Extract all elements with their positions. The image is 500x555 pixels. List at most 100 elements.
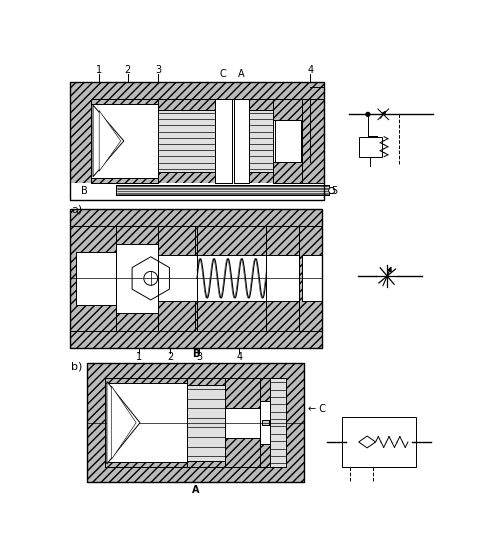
Bar <box>226 379 260 408</box>
Bar <box>358 137 382 157</box>
Bar <box>116 244 158 313</box>
Bar <box>273 162 302 183</box>
Polygon shape <box>358 436 376 448</box>
Text: 1: 1 <box>136 352 142 362</box>
Bar <box>262 420 268 425</box>
Text: 2: 2 <box>167 352 173 362</box>
Bar <box>298 226 322 331</box>
Bar <box>226 438 260 467</box>
Bar <box>260 379 270 401</box>
Bar <box>106 379 286 467</box>
Bar <box>158 226 197 331</box>
Polygon shape <box>132 257 170 300</box>
Bar <box>260 445 270 467</box>
Bar <box>70 183 330 200</box>
Bar <box>92 104 158 178</box>
Bar <box>266 226 298 331</box>
Bar <box>260 400 270 445</box>
Bar <box>270 379 285 467</box>
Text: 3: 3 <box>196 352 202 362</box>
Bar <box>116 226 158 331</box>
Text: A: A <box>192 485 199 495</box>
Bar <box>298 226 322 331</box>
Bar <box>92 99 158 183</box>
Bar <box>266 255 298 301</box>
Bar <box>270 379 285 467</box>
Bar <box>87 363 304 482</box>
Bar <box>273 99 302 183</box>
Bar <box>273 99 302 120</box>
Bar <box>250 110 273 172</box>
Text: 1: 1 <box>96 65 102 75</box>
Text: 2: 2 <box>124 65 131 75</box>
Bar <box>260 379 270 401</box>
Circle shape <box>366 113 370 116</box>
Bar <box>158 226 197 331</box>
Bar <box>158 110 214 172</box>
Text: a): a) <box>72 204 83 214</box>
Text: A: A <box>238 69 245 79</box>
Circle shape <box>144 271 158 285</box>
Circle shape <box>328 188 335 194</box>
Bar <box>187 379 226 385</box>
Bar <box>70 82 324 200</box>
Polygon shape <box>99 110 120 171</box>
Bar <box>70 183 324 200</box>
Bar <box>158 110 214 172</box>
Bar <box>92 99 302 183</box>
Bar <box>158 255 197 301</box>
Bar <box>106 379 187 467</box>
Bar <box>70 209 322 347</box>
Bar <box>87 363 304 482</box>
Text: 5: 5 <box>332 186 338 196</box>
Bar <box>226 379 260 467</box>
Bar <box>260 445 270 467</box>
Bar <box>187 385 226 461</box>
Bar <box>234 99 250 183</box>
Bar <box>274 120 301 162</box>
Bar <box>158 172 214 183</box>
Bar <box>76 252 116 305</box>
Bar <box>214 99 232 183</box>
Bar <box>158 99 214 110</box>
Bar <box>342 417 415 467</box>
Bar <box>302 99 324 183</box>
Text: B: B <box>80 186 87 196</box>
Bar <box>187 385 226 461</box>
Text: ← C: ← C <box>308 404 326 414</box>
Bar <box>234 99 250 183</box>
Bar <box>116 226 158 331</box>
Bar <box>302 255 322 301</box>
Bar <box>250 99 273 110</box>
Text: 4: 4 <box>236 352 242 362</box>
Bar <box>273 99 302 183</box>
Bar <box>116 185 328 195</box>
Polygon shape <box>107 381 140 464</box>
Text: C: C <box>220 69 226 79</box>
Bar <box>70 183 324 200</box>
Polygon shape <box>112 386 136 460</box>
Bar <box>116 185 328 195</box>
Bar <box>250 110 273 172</box>
Text: 3: 3 <box>156 65 162 75</box>
Bar <box>106 383 187 462</box>
Bar <box>70 209 322 347</box>
Bar <box>266 226 298 331</box>
Bar <box>197 255 266 301</box>
Bar <box>106 379 187 467</box>
Text: 4: 4 <box>307 65 313 75</box>
Text: B: B <box>192 349 199 359</box>
Bar <box>187 461 226 467</box>
Polygon shape <box>93 105 124 176</box>
Bar <box>92 99 158 183</box>
Bar <box>226 379 260 467</box>
Bar <box>214 99 232 183</box>
Bar <box>70 226 116 331</box>
Text: b): b) <box>72 361 83 371</box>
Bar <box>76 252 116 305</box>
Bar <box>70 82 324 200</box>
Bar <box>196 226 268 331</box>
Bar <box>250 172 273 183</box>
Bar <box>302 99 324 183</box>
Bar <box>70 226 116 331</box>
